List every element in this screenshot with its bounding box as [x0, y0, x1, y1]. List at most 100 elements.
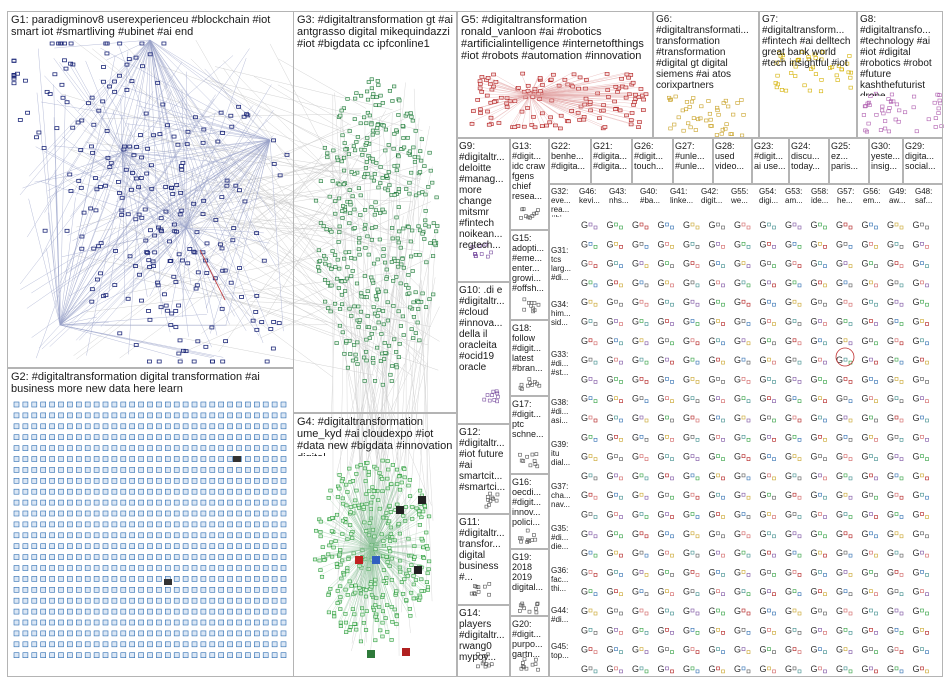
mini-group-glyph: G [811, 278, 818, 288]
mini-group-glyph: G [734, 567, 741, 577]
mini-group-glyph: G [811, 355, 818, 365]
mini-group-glyph: G [887, 297, 894, 307]
mini-group-glyph: G [709, 587, 716, 597]
mini-group-glyph: G [760, 374, 767, 384]
mini-group-glyph: G [683, 278, 690, 288]
mini-group-glyph: G [913, 625, 920, 635]
mini-group-glyph: G [760, 664, 767, 674]
mini-group-glyph: G [836, 625, 843, 635]
mini-group-glyph: G [887, 548, 894, 558]
mini-group-glyph: G [734, 664, 741, 674]
mini-group-glyph: G [836, 471, 843, 481]
mini-group-glyph: G [913, 606, 920, 616]
mini-group-glyph: G [836, 374, 843, 384]
mini-group-glyph: G [709, 278, 716, 288]
mini-group-glyph: G [658, 432, 665, 442]
mini-group-glyph: G [836, 587, 843, 597]
mini-group-glyph: G [581, 664, 588, 674]
mini-group-glyph: G [862, 278, 869, 288]
mini-group-glyph: G [734, 471, 741, 481]
mini-group-glyph: G [734, 278, 741, 288]
group-box-g18 [510, 320, 549, 396]
mini-group-glyph: G [607, 664, 614, 674]
mini-group-glyph: G [760, 471, 767, 481]
mini-group-glyph: G [760, 413, 767, 423]
mini-group-glyph: G [734, 452, 741, 462]
mini-group-glyph: G [785, 432, 792, 442]
mini-group-glyph: G [913, 220, 920, 230]
mini-group-glyph: G [785, 336, 792, 346]
group-box-g9 [457, 138, 510, 282]
mini-group-glyph: G [887, 529, 894, 539]
mini-group-glyph: G [887, 239, 894, 249]
mini-group-glyph: G [709, 297, 716, 307]
group-box-g6 [653, 11, 759, 138]
mini-group-glyph: G [607, 490, 614, 500]
mini-group-glyph: G [658, 297, 665, 307]
mini-group-glyph: G [836, 664, 843, 674]
mini-group-glyph: G [836, 510, 843, 520]
mini-group-glyph: G [836, 355, 843, 365]
mini-group-glyph: G [734, 548, 741, 558]
mini-group-glyph: G [581, 490, 588, 500]
mini-group-glyph: G [581, 587, 588, 597]
mini-group-glyph: G [785, 317, 792, 327]
mini-group-glyph: G [607, 220, 614, 230]
mini-group-glyph: G [632, 413, 639, 423]
mini-group-glyph: G [658, 355, 665, 365]
mini-group-glyph: G [658, 413, 665, 423]
group-box-g22 [549, 138, 591, 184]
mini-group-glyph: G [632, 374, 639, 384]
mini-group-glyph: G [913, 297, 920, 307]
mini-group-glyph: G [913, 529, 920, 539]
mini-group-glyph: G [760, 645, 767, 655]
mini-group-glyph: G [836, 220, 843, 230]
mini-group-glyph: G [632, 490, 639, 500]
mini-group-glyph: G [862, 374, 869, 384]
mini-group-glyph: G [683, 336, 690, 346]
mini-group-glyph: G [709, 394, 716, 404]
mini-group-glyph: G [581, 355, 588, 365]
mini-group-glyph: G [760, 259, 767, 269]
mini-group-glyph: G [607, 432, 614, 442]
mini-group-glyph: G [632, 645, 639, 655]
mini-group-glyph: G [607, 239, 614, 249]
mini-group-glyph: G [658, 452, 665, 462]
mini-group-glyph: G [785, 278, 792, 288]
mini-group-glyph: G [683, 259, 690, 269]
mini-group-glyph: G [632, 259, 639, 269]
mini-group-glyph: G [836, 606, 843, 616]
mini-group-glyph: G [887, 220, 894, 230]
mini-group-glyph: G [811, 645, 818, 655]
mini-group-glyph: G [632, 510, 639, 520]
mini-group-glyph: G [581, 374, 588, 384]
group-box-g30 [869, 138, 903, 184]
mini-group-glyph: G [862, 355, 869, 365]
mini-group-glyph: G [862, 625, 869, 635]
mini-group-glyph: G [709, 606, 716, 616]
group-box-g19 [510, 549, 549, 616]
mini-group-glyph: G [887, 317, 894, 327]
mini-group-glyph: G [709, 529, 716, 539]
mini-group-glyph: G [913, 336, 920, 346]
mini-group-glyph: G [658, 567, 665, 577]
mini-group-glyph: G [734, 625, 741, 635]
mini-group-glyph: G [760, 490, 767, 500]
group-box-g29 [903, 138, 943, 184]
mini-group-glyph: G [913, 432, 920, 442]
mini-group-glyph: G [734, 413, 741, 423]
mini-group-glyph: G [734, 317, 741, 327]
mini-group-glyph: G [709, 510, 716, 520]
mini-group-glyph: G [760, 529, 767, 539]
mini-group-glyph: G [862, 336, 869, 346]
mini-group-glyph: G [658, 220, 665, 230]
mini-group-glyph: G [836, 259, 843, 269]
mini-group-glyph: G [709, 471, 716, 481]
mini-group-glyph: G [632, 587, 639, 597]
mini-group-glyph: G [632, 625, 639, 635]
mini-group-glyph: G [683, 645, 690, 655]
group-box-g10 [457, 282, 510, 424]
mini-group-glyph: G [811, 432, 818, 442]
mini-group-glyph: G [887, 587, 894, 597]
mini-group-glyph: G [581, 317, 588, 327]
